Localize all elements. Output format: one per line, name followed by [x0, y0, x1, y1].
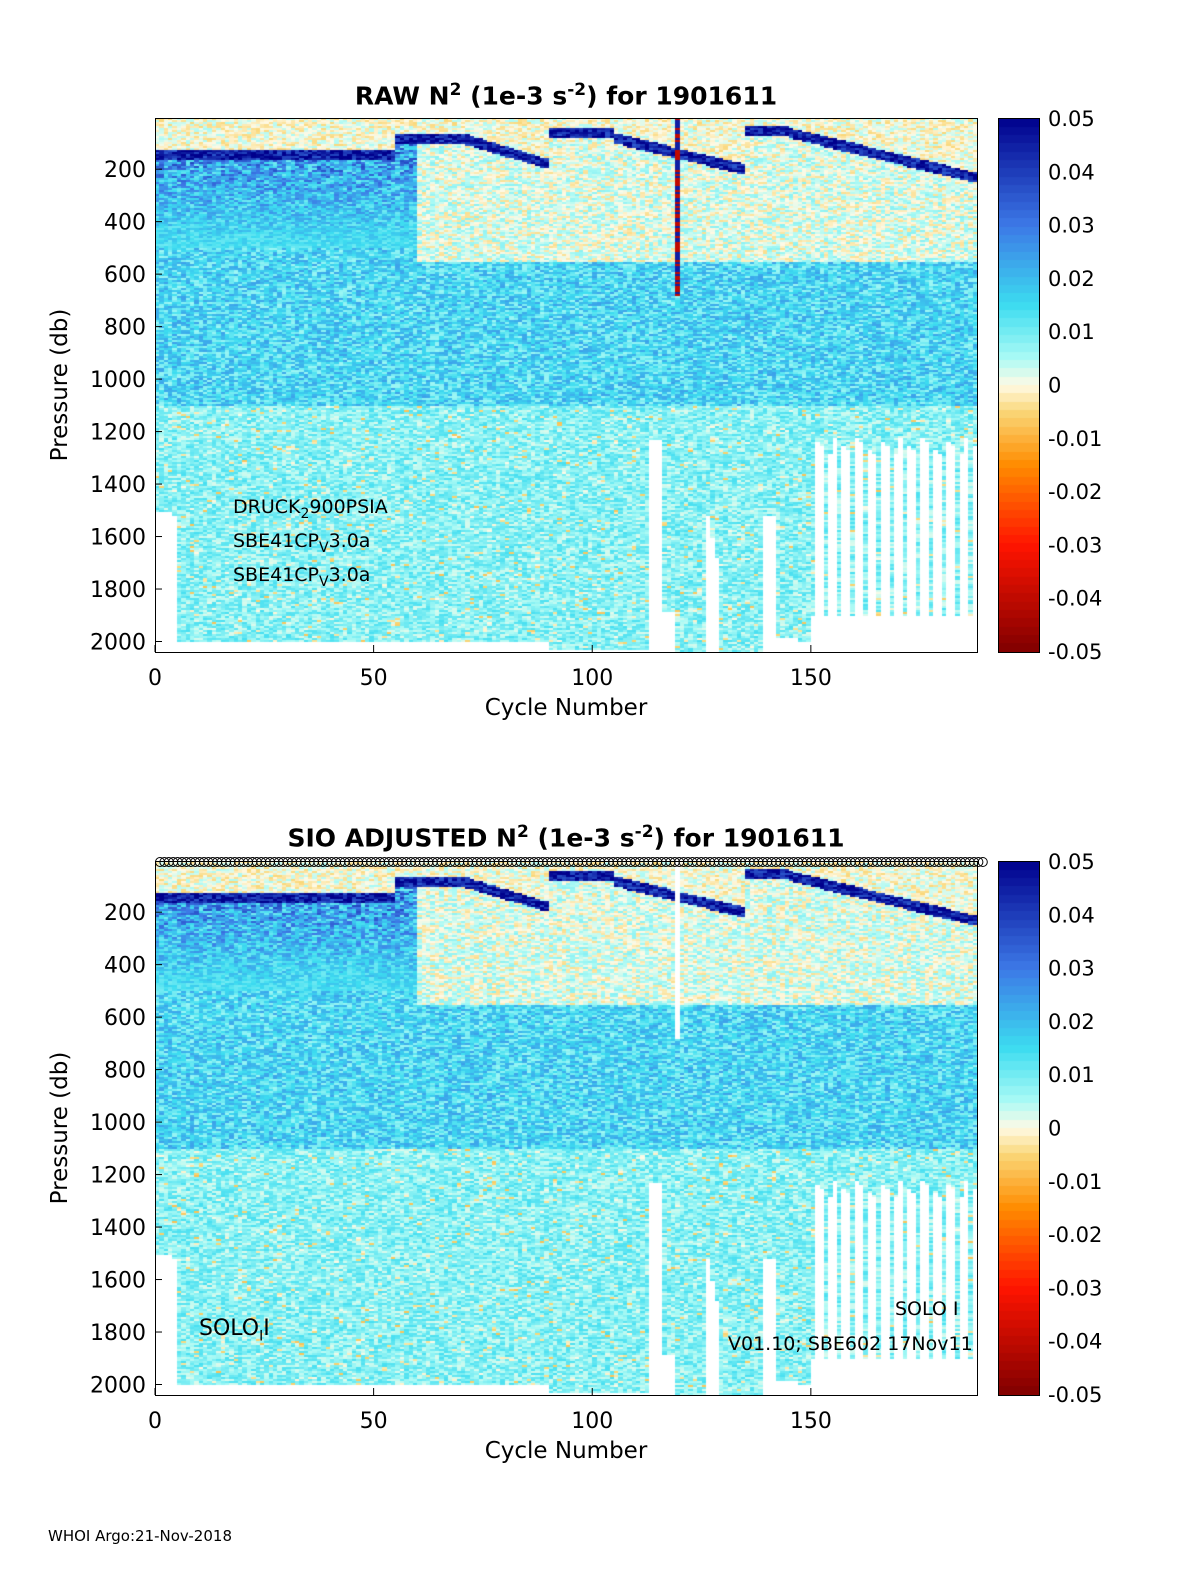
annotation-druck: DRUCK2900PSIA	[233, 496, 388, 522]
heatmap-adjusted	[155, 861, 977, 1395]
title-adjusted: SIO ADJUSTED N2 (1e-3 s-2) for 1901611	[287, 822, 845, 853]
x-tick-label: 0	[148, 1409, 162, 1434]
y-tick-label: 200	[104, 901, 146, 926]
y-tick-label: 1800	[90, 1321, 146, 1346]
colorbar-adjusted	[998, 861, 1040, 1396]
colorbar-tick-label: -0.03	[1048, 1276, 1102, 1300]
annotation-solo-left: SOLOII	[199, 1316, 270, 1345]
y-tick-label: 1800	[90, 578, 146, 603]
annotation-sbe2: SBE41CPV3.0a	[233, 564, 371, 590]
y-tick-label: 1200	[90, 421, 146, 446]
annotation-version: V01.10; SBE602 17Nov11	[728, 1333, 973, 1355]
colorbar-tick-label: -0.01	[1048, 427, 1102, 451]
x-tick-label: 50	[360, 1409, 388, 1434]
xlabel-adjusted: Cycle Number	[484, 1438, 648, 1464]
colorbar-tick-label: -0.05	[1048, 1383, 1102, 1407]
y-tick-label: 200	[104, 158, 146, 183]
colorbar-raw	[998, 118, 1040, 653]
y-tick-label: 600	[104, 1006, 146, 1031]
y-tick-label: 2000	[90, 631, 146, 656]
y-tick-label: 800	[104, 316, 146, 341]
colorbar-tick-label: -0.02	[1048, 480, 1102, 504]
y-tick-label: 800	[104, 1059, 146, 1084]
xlabel-raw: Cycle Number	[484, 695, 648, 721]
x-tick-label: 150	[790, 666, 832, 691]
x-tick-label: 150	[790, 1409, 832, 1434]
colorbar-tick-label: -0.01	[1048, 1170, 1102, 1194]
colorbar-tick-label: 0.05	[1048, 107, 1095, 131]
footer: WHOI Argo:21-Nov-2018	[48, 1527, 232, 1545]
y-tick-label: 1000	[90, 368, 146, 393]
colorbar-tick-label: 0.02	[1048, 1010, 1095, 1034]
colorbar-tick-label: 0.01	[1048, 1063, 1095, 1087]
y-tick-label: 1400	[90, 1216, 146, 1241]
colorbar-tick-label: 0	[1048, 374, 1061, 398]
colorbar-tick-label: 0.01	[1048, 320, 1095, 344]
colorbar-tick-label: -0.04	[1048, 587, 1102, 611]
y-tick-label: 1600	[90, 526, 146, 551]
colorbar-tick-label: 0.03	[1048, 214, 1095, 238]
x-tick-label: 50	[360, 666, 388, 691]
colorbar-tick-label: 0.02	[1048, 267, 1095, 291]
colorbar-tick-label: 0	[1048, 1117, 1061, 1141]
y-tick-label: 1200	[90, 1164, 146, 1189]
y-tick-label: 1400	[90, 473, 146, 498]
colorbar-tick-label: 0.05	[1048, 850, 1095, 874]
x-tick-label: 0	[148, 666, 162, 691]
colorbar-tick-label: -0.02	[1048, 1223, 1102, 1247]
y-tick-label: 600	[104, 263, 146, 288]
qc-marker	[977, 857, 988, 867]
annotation-sbe1: SBE41CPV3.0a	[233, 530, 371, 556]
colorbar-tick-label: 0.04	[1048, 903, 1095, 927]
y-tick-label: 400	[104, 954, 146, 979]
ylabel-adjusted: Pressure (db)	[47, 1051, 73, 1205]
y-tick-label: 1600	[90, 1269, 146, 1294]
ylabel-raw: Pressure (db)	[47, 308, 73, 462]
y-tick-label: 400	[104, 211, 146, 236]
title-raw: RAW N2 (1e-3 s-2) for 1901611	[354, 80, 778, 111]
axes-adjusted	[155, 861, 978, 1396]
heatmap-raw	[155, 118, 977, 652]
colorbar-tick-label: 0.04	[1048, 160, 1095, 184]
y-tick-label: 2000	[90, 1374, 146, 1399]
annotation-solo-right: SOLO I	[895, 1298, 959, 1320]
colorbar-tick-label: -0.04	[1048, 1330, 1102, 1354]
colorbar-tick-label: -0.03	[1048, 533, 1102, 557]
y-tick-label: 1000	[90, 1111, 146, 1136]
x-tick-label: 100	[571, 666, 613, 691]
x-tick-label: 100	[571, 1409, 613, 1434]
colorbar-tick-label: 0.03	[1048, 957, 1095, 981]
axes-raw	[155, 118, 978, 653]
colorbar-tick-label: -0.05	[1048, 640, 1102, 664]
